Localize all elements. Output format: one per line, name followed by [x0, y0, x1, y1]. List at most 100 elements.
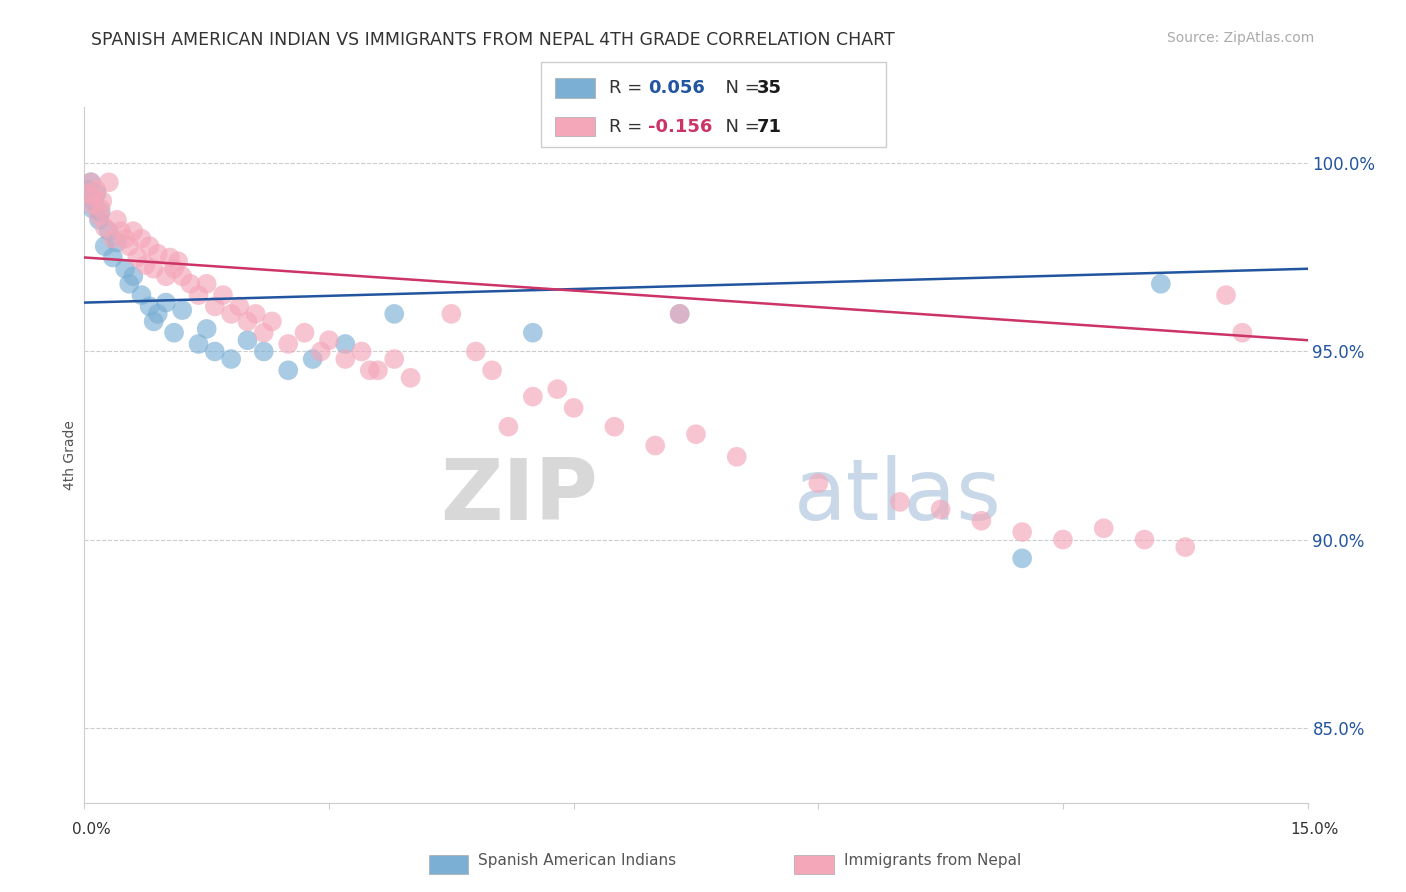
Text: ZIP: ZIP — [440, 455, 598, 538]
Point — [1133, 533, 1156, 547]
Point — [105, 212, 128, 227]
Point — [204, 344, 226, 359]
Point — [1011, 524, 1033, 539]
Point — [481, 363, 503, 377]
Point — [236, 333, 259, 347]
Point — [101, 251, 124, 265]
Point — [138, 239, 160, 253]
Point — [142, 261, 165, 276]
Point — [131, 232, 153, 246]
Point — [105, 235, 128, 250]
Point — [440, 307, 463, 321]
Point — [294, 326, 316, 340]
Point — [83, 190, 105, 204]
Point — [382, 351, 405, 366]
Point — [212, 288, 235, 302]
Point — [155, 295, 177, 310]
Point — [131, 288, 153, 302]
Point — [127, 251, 149, 265]
Point — [155, 269, 177, 284]
Point — [277, 363, 299, 377]
Point — [90, 202, 112, 216]
Point — [668, 307, 690, 321]
Y-axis label: 4th Grade: 4th Grade — [63, 420, 77, 490]
Point — [110, 224, 132, 238]
Point — [367, 363, 389, 377]
Point — [350, 344, 373, 359]
Point — [114, 261, 136, 276]
Text: -0.156: -0.156 — [648, 118, 713, 136]
Point — [253, 326, 276, 340]
Text: R =: R = — [609, 118, 648, 136]
Point — [97, 224, 120, 238]
Point — [464, 344, 486, 359]
Point — [159, 251, 181, 265]
Text: 0.056: 0.056 — [648, 79, 704, 97]
Point — [142, 314, 165, 328]
Point — [1150, 277, 1173, 291]
Point — [179, 277, 201, 291]
Point — [1174, 540, 1197, 554]
Text: 0.0%: 0.0% — [72, 822, 111, 837]
Point — [253, 344, 276, 359]
Point — [1215, 288, 1237, 302]
Point — [807, 476, 830, 491]
Text: R =: R = — [609, 79, 648, 97]
Point — [93, 239, 115, 253]
Point — [118, 277, 141, 291]
Point — [245, 307, 267, 321]
Point — [195, 322, 218, 336]
Point — [522, 390, 544, 404]
Point — [101, 232, 124, 246]
Point — [236, 314, 259, 328]
Point — [970, 514, 993, 528]
Point — [97, 175, 120, 189]
Point — [335, 337, 357, 351]
Point — [172, 303, 194, 318]
Point — [187, 288, 209, 302]
Text: SPANISH AMERICAN INDIAN VS IMMIGRANTS FROM NEPAL 4TH GRADE CORRELATION CHART: SPANISH AMERICAN INDIAN VS IMMIGRANTS FR… — [91, 31, 896, 49]
Point — [114, 232, 136, 246]
Point — [122, 269, 145, 284]
Point — [382, 307, 405, 321]
Text: 71: 71 — [756, 118, 782, 136]
Point — [1232, 326, 1254, 340]
Point — [86, 186, 108, 201]
Point — [91, 194, 114, 208]
Text: Immigrants from Nepal: Immigrants from Nepal — [844, 854, 1021, 868]
Text: 15.0%: 15.0% — [1291, 822, 1339, 837]
Point — [335, 351, 357, 366]
Point — [277, 337, 299, 351]
Point — [82, 198, 104, 212]
Point — [118, 239, 141, 253]
Point — [77, 183, 100, 197]
Point — [146, 246, 169, 260]
Point — [87, 212, 110, 227]
Text: Source: ZipAtlas.com: Source: ZipAtlas.com — [1167, 31, 1315, 45]
Point — [163, 326, 186, 340]
Point — [498, 419, 520, 434]
Point — [685, 427, 707, 442]
Point — [260, 314, 283, 328]
Point — [93, 220, 115, 235]
Point — [83, 194, 105, 208]
Text: N =: N = — [714, 118, 766, 136]
Point — [77, 186, 100, 201]
Point — [929, 502, 952, 516]
Point — [889, 495, 911, 509]
Point — [309, 344, 332, 359]
Point — [546, 382, 568, 396]
Point — [219, 351, 242, 366]
Point — [562, 401, 585, 415]
Point — [1092, 521, 1115, 535]
Text: Spanish American Indians: Spanish American Indians — [478, 854, 676, 868]
Point — [399, 371, 422, 385]
Point — [522, 326, 544, 340]
Point — [172, 269, 194, 284]
Point — [603, 419, 626, 434]
Text: atlas: atlas — [794, 455, 1002, 538]
Point — [301, 351, 323, 366]
Point — [167, 254, 190, 268]
Point — [318, 333, 340, 347]
Point — [87, 209, 110, 223]
